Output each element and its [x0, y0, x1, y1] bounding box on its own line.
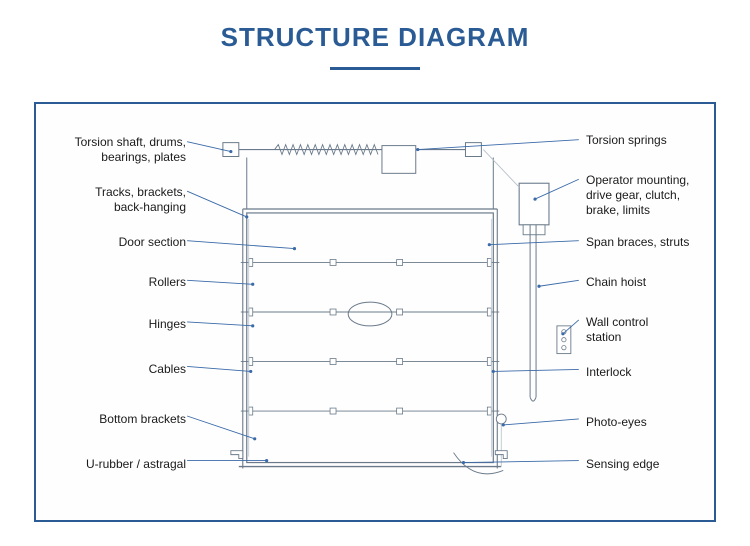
callout-wall_control: Wall control station — [586, 315, 648, 345]
callout-door_section: Door section — [56, 235, 186, 250]
callout-photo_eyes: Photo-eyes — [586, 415, 647, 430]
callout-rollers: Rollers — [56, 275, 186, 290]
callout-tracks: Tracks, brackets, back-hanging — [56, 185, 186, 215]
callout-cables: Cables — [56, 362, 186, 377]
callout-interlock: Interlock — [586, 365, 631, 380]
callout-span_braces: Span braces, struts — [586, 235, 689, 250]
title-underline — [330, 67, 420, 70]
diagram-frame: Torsion shaft, drums, bearings, plates Tr… — [34, 102, 716, 522]
page-title: STRUCTURE DIAGRAM — [0, 0, 750, 53]
callout-operator: Operator mounting, drive gear, clutch, b… — [586, 173, 689, 218]
callout-torsion_springs: Torsion springs — [586, 133, 667, 148]
callout-torsion_shaft: Torsion shaft, drums, bearings, plates — [56, 135, 186, 165]
callout-u_rubber: U-rubber / astragal — [56, 457, 186, 472]
callout-sensing_edge: Sensing edge — [586, 457, 659, 472]
callout-bottom_brackets: Bottom brackets — [56, 412, 186, 427]
callout-hinges: Hinges — [56, 317, 186, 332]
callout-chain_hoist: Chain hoist — [586, 275, 646, 290]
